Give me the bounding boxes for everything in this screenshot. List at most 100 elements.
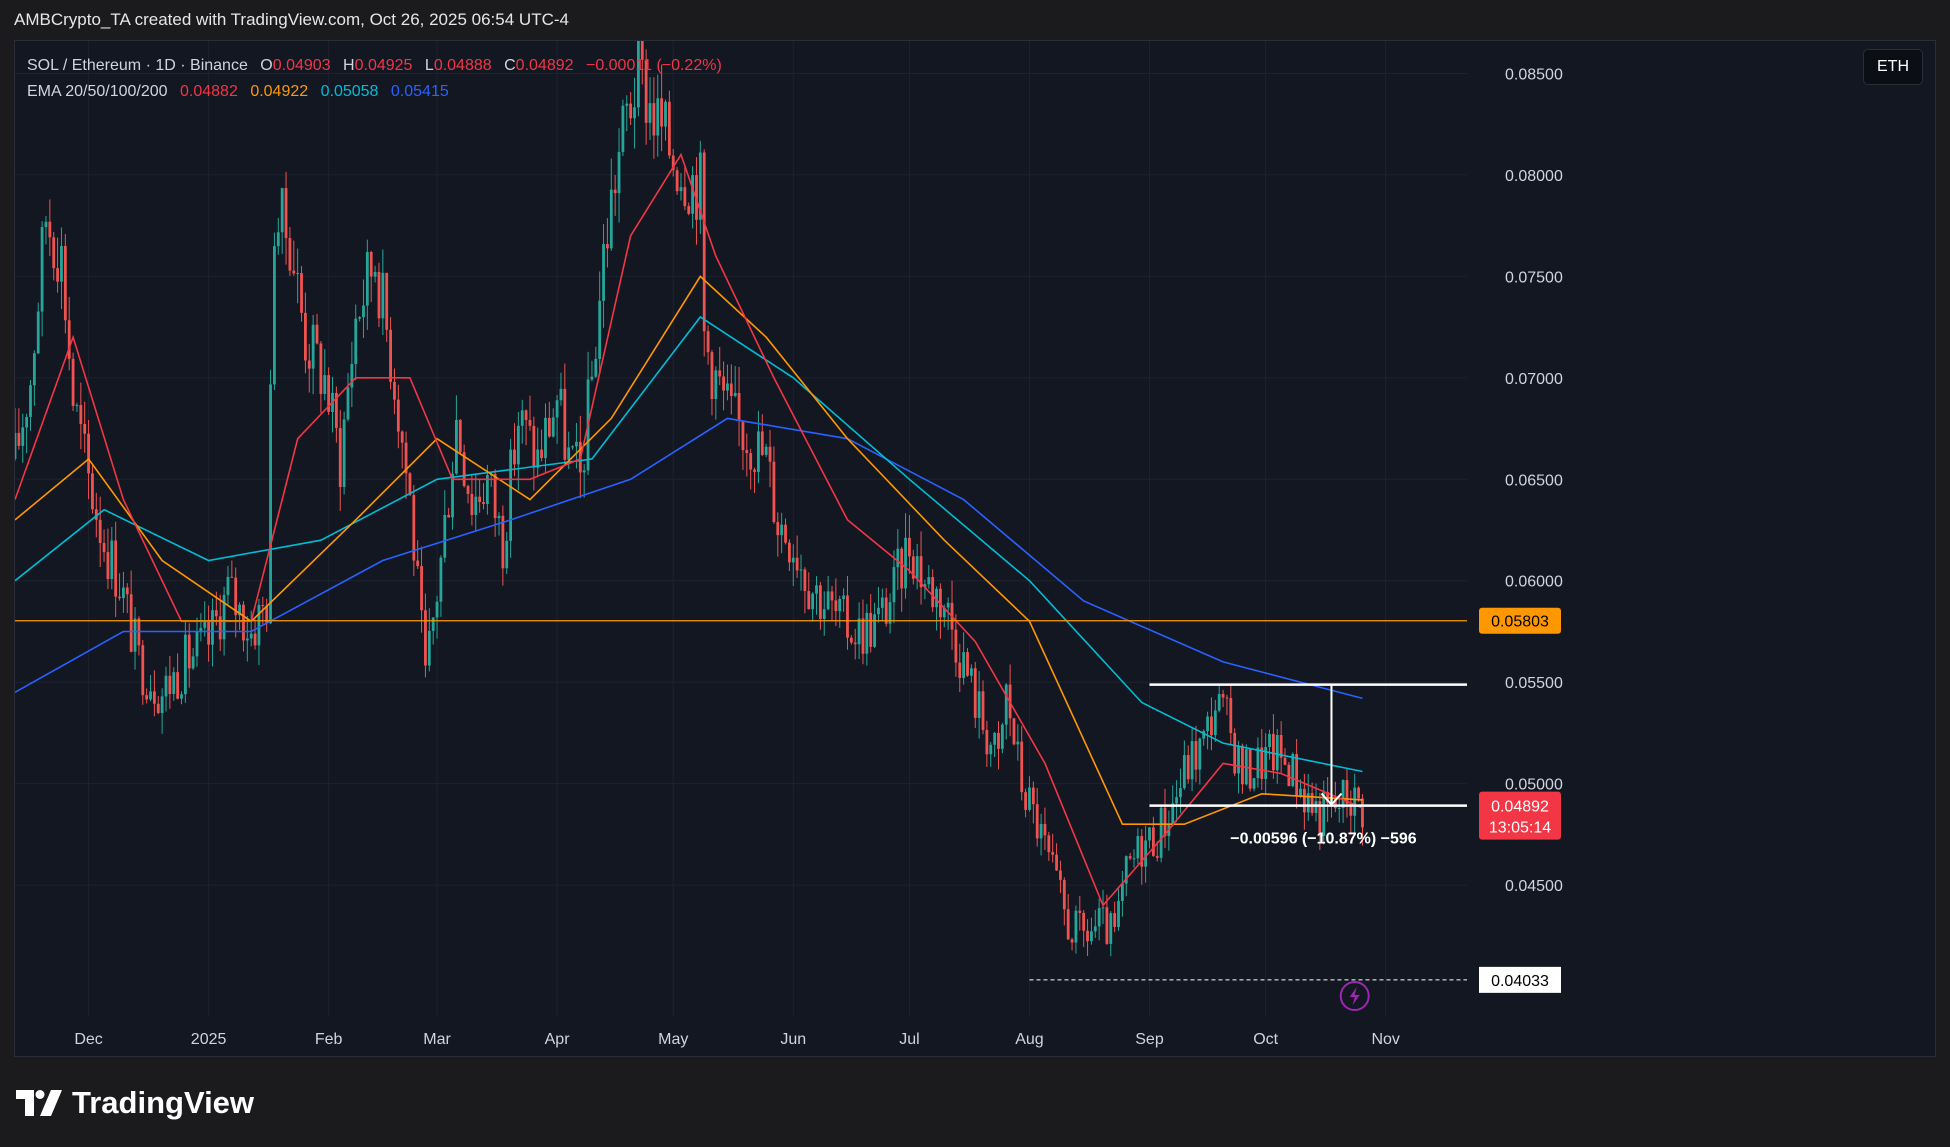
candle-body xyxy=(199,627,203,632)
candle-body xyxy=(63,245,67,321)
candle-body xyxy=(1279,734,1283,758)
x-tick-label: Apr xyxy=(545,1031,571,1048)
y-tick-label: 0.04500 xyxy=(1505,878,1563,895)
candle-body xyxy=(156,703,160,714)
candle-body xyxy=(180,694,183,699)
ema-label[interactable]: EMA 20/50/100/200 xyxy=(27,83,168,100)
candle-body xyxy=(377,271,381,319)
candle-body xyxy=(873,614,876,647)
candle-body xyxy=(702,152,706,332)
candle-body xyxy=(1024,792,1027,810)
candle-body xyxy=(784,524,787,543)
candle-body xyxy=(799,569,803,571)
candle-body xyxy=(1047,835,1051,853)
candle-body xyxy=(1159,807,1163,858)
candle-body xyxy=(877,607,880,615)
candle-body xyxy=(505,540,509,569)
candle-body xyxy=(17,432,21,446)
candle-body xyxy=(408,473,412,496)
candle-body xyxy=(172,672,176,695)
candle-body xyxy=(1295,753,1299,797)
candle-body xyxy=(334,392,338,428)
candle-body xyxy=(818,585,822,619)
candle-body xyxy=(726,383,729,391)
candle-body xyxy=(880,597,884,608)
low-value: 0.04888 xyxy=(433,57,492,74)
candle-body xyxy=(493,473,497,519)
candle-body xyxy=(935,588,938,608)
candle-body xyxy=(757,431,760,472)
candle-body xyxy=(698,152,702,220)
candle-body xyxy=(160,696,164,714)
candle-body xyxy=(1179,788,1182,798)
candle-body xyxy=(125,587,129,595)
candle-body xyxy=(896,548,900,568)
candle-body xyxy=(640,41,644,60)
symbol-title[interactable]: SOL / Ethereum · 1D · Binance xyxy=(27,57,248,74)
candle-body xyxy=(323,375,327,394)
candle-body xyxy=(625,103,629,106)
y-tick-label: 0.07500 xyxy=(1505,269,1563,286)
candle-body xyxy=(966,652,969,676)
candle-body xyxy=(822,609,826,619)
support-price-label: 0.04033 xyxy=(1491,973,1549,990)
candle-body xyxy=(106,552,110,580)
candle-body xyxy=(1086,930,1089,942)
compare-symbol-button[interactable]: ETH xyxy=(1863,49,1923,85)
candle-body xyxy=(846,595,849,638)
candle-body xyxy=(245,638,249,641)
candle-body xyxy=(582,470,586,473)
candle-body xyxy=(1241,745,1244,785)
candle-body xyxy=(706,331,710,353)
candle-body xyxy=(551,417,555,437)
y-tick-label: 0.06000 xyxy=(1505,574,1563,591)
candle-body xyxy=(927,577,931,585)
x-tick-label: Dec xyxy=(74,1031,102,1048)
candle-body xyxy=(1318,801,1322,837)
candle-body xyxy=(304,312,307,361)
candle-body xyxy=(358,317,362,319)
ohlc-row: SOL / Ethereum · 1D · Binance O0.04903 H… xyxy=(27,53,722,79)
y-tick-label: 0.07000 xyxy=(1505,371,1563,388)
lightning-icon xyxy=(1339,981,1370,1011)
candle-body xyxy=(555,400,559,418)
candle-body xyxy=(772,461,776,523)
candle-body xyxy=(242,604,245,641)
candle-body xyxy=(346,387,350,420)
tradingview-logo[interactable]: TradingView xyxy=(16,1085,254,1121)
candle-body xyxy=(1148,827,1151,841)
chart-panel[interactable]: 0.04500 0.05000 0.05500 0.06000 0.06500 0.070… xyxy=(14,40,1936,1057)
candle-body xyxy=(176,672,180,699)
price-chart[interactable]: 0.04500 0.05000 0.05500 0.06000 0.06500 0.070… xyxy=(15,41,1937,1058)
candle-body xyxy=(919,556,923,588)
ema200-value: 0.05415 xyxy=(390,83,449,100)
candle-body xyxy=(811,593,815,610)
candle-body xyxy=(1035,804,1039,839)
candle-body xyxy=(238,604,241,616)
candle-body xyxy=(749,453,753,470)
candle-body xyxy=(636,41,640,108)
candle-body xyxy=(1031,787,1035,805)
candle-body xyxy=(365,252,369,306)
candle-body xyxy=(1175,797,1178,804)
candle-body xyxy=(1252,778,1256,789)
candle-body xyxy=(714,370,718,399)
candle-body xyxy=(133,618,137,652)
candle-body xyxy=(664,101,667,127)
candle-body xyxy=(524,410,528,420)
candle-body xyxy=(292,270,296,274)
candle-body xyxy=(884,597,888,624)
candle-body xyxy=(1357,787,1360,799)
y-tick-label: 0.08500 xyxy=(1505,66,1563,83)
candle-body xyxy=(75,405,79,407)
candle-body xyxy=(904,537,907,589)
candle-body xyxy=(1082,912,1086,931)
candle-body xyxy=(609,189,613,249)
candle-body xyxy=(1306,793,1310,813)
close-value: 0.04892 xyxy=(515,57,574,74)
candle-body xyxy=(1256,747,1260,779)
candle-body xyxy=(648,103,652,123)
candle-body xyxy=(969,668,973,676)
candle-body xyxy=(443,514,447,558)
candle-body xyxy=(311,324,315,369)
